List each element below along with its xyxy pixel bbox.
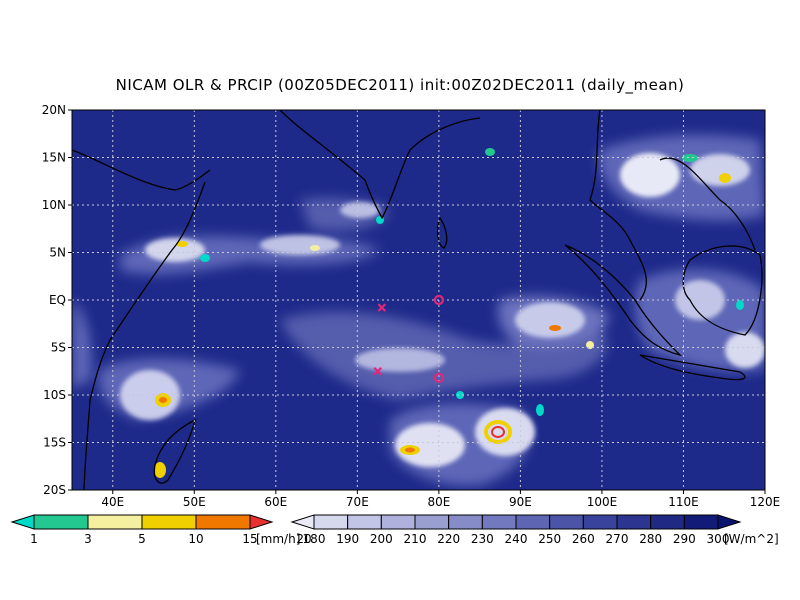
colorbar-unit: [W/m^2] bbox=[724, 532, 779, 546]
map-title: NICAM OLR & PRCIP (00Z05DEC2011) init:00… bbox=[115, 76, 685, 94]
colorbar-segment bbox=[313, 514, 349, 530]
colorbar-label: 15 bbox=[242, 532, 257, 546]
olr-legend: 180 190 200 210 220 230 240 250 260 270 280 290 300[… bbox=[290, 514, 779, 546]
colorbar-label: 180 bbox=[303, 532, 326, 546]
lon-tick-label: 60E bbox=[264, 495, 287, 509]
colorbar-label: 220 bbox=[437, 532, 460, 546]
colorbar-segment bbox=[515, 514, 551, 530]
colorbar-segment bbox=[141, 514, 197, 530]
lat-axis: 20N 15N 10N 5N EQ 5S 10S 15S 20S bbox=[42, 103, 72, 497]
precip-legend: 1 3 5 10 15 20[mm/h] bbox=[10, 514, 312, 546]
lat-tick-label: 20S bbox=[43, 483, 66, 497]
colorbar-label: 10 bbox=[188, 532, 203, 546]
colorbar-segment bbox=[650, 514, 685, 530]
lat-tick-label: 15N bbox=[42, 151, 66, 165]
colorbar-label: 250 bbox=[538, 532, 561, 546]
colorbar-end-right bbox=[249, 514, 274, 530]
lat-tick-label: 15S bbox=[43, 436, 66, 450]
lon-tick-label: 80E bbox=[427, 495, 450, 509]
colorbar-label: 200 bbox=[370, 532, 393, 546]
colorbar-label: 290 bbox=[673, 532, 696, 546]
colorbar-segment bbox=[448, 514, 483, 530]
colorbar-segment bbox=[481, 514, 517, 530]
lat-tick-label: 5N bbox=[49, 246, 66, 260]
colorbar-label: 190 bbox=[336, 532, 359, 546]
grid-lines bbox=[72, 110, 765, 490]
colorbar-segment bbox=[347, 514, 382, 530]
markers bbox=[373, 294, 444, 383]
colorbar-label: 230 bbox=[471, 532, 494, 546]
lon-tick-label: 100E bbox=[587, 495, 618, 509]
circle-marker bbox=[433, 372, 444, 383]
lon-tick-label: 90E bbox=[509, 495, 532, 509]
colorbar-end-right bbox=[717, 514, 742, 530]
colorbar-label: 240 bbox=[505, 532, 528, 546]
precip-patches bbox=[154, 148, 744, 478]
colorbar-segment bbox=[33, 514, 89, 530]
colorbar-segment bbox=[683, 514, 719, 530]
colorbar-segment bbox=[195, 514, 251, 530]
colorbar-label: 20 bbox=[296, 532, 311, 546]
colorbar-label: 300 bbox=[707, 532, 730, 546]
circle-marker bbox=[433, 294, 444, 306]
colorbar-label: 280 bbox=[639, 532, 662, 546]
colorbar-segment bbox=[414, 514, 450, 530]
colorbar-segment bbox=[549, 514, 584, 530]
colorbar-label: 5 bbox=[138, 532, 146, 546]
lat-tick-label: 5S bbox=[51, 341, 66, 355]
colorbar-label: 210 bbox=[404, 532, 427, 546]
colorbar-segment bbox=[87, 514, 143, 530]
olr-cloud-field bbox=[72, 110, 765, 490]
colorbar-label: 270 bbox=[606, 532, 629, 546]
colorbar-unit: [mm/h] bbox=[256, 532, 300, 546]
lat-tick-label: 20N bbox=[42, 103, 66, 117]
colorbar-label: 3 bbox=[84, 532, 92, 546]
lon-tick-label: 110E bbox=[668, 495, 699, 509]
lat-tick-label: EQ bbox=[49, 293, 66, 307]
colorbar-end-left bbox=[290, 514, 315, 530]
colorbar-segment bbox=[616, 514, 652, 530]
x-marker bbox=[377, 303, 387, 312]
colorbar-label: 260 bbox=[572, 532, 595, 546]
lon-tick-label: 120E bbox=[750, 495, 781, 509]
colorbar-segment bbox=[582, 514, 618, 530]
lat-tick-label: 10S bbox=[43, 388, 66, 402]
lon-axis: 40E 50E 60E 70E 80E 90E 100E 110E 120E bbox=[101, 490, 780, 509]
x-marker bbox=[373, 366, 383, 376]
lon-tick-label: 40E bbox=[101, 495, 124, 509]
lon-tick-label: 50E bbox=[183, 495, 206, 509]
coastlines bbox=[72, 110, 763, 490]
lat-tick-label: 10N bbox=[42, 198, 66, 212]
lon-tick-label: 70E bbox=[346, 495, 369, 509]
colorbar-segment bbox=[380, 514, 416, 530]
colorbar-end-left bbox=[10, 514, 35, 530]
colorbar-label: 1 bbox=[30, 532, 38, 546]
